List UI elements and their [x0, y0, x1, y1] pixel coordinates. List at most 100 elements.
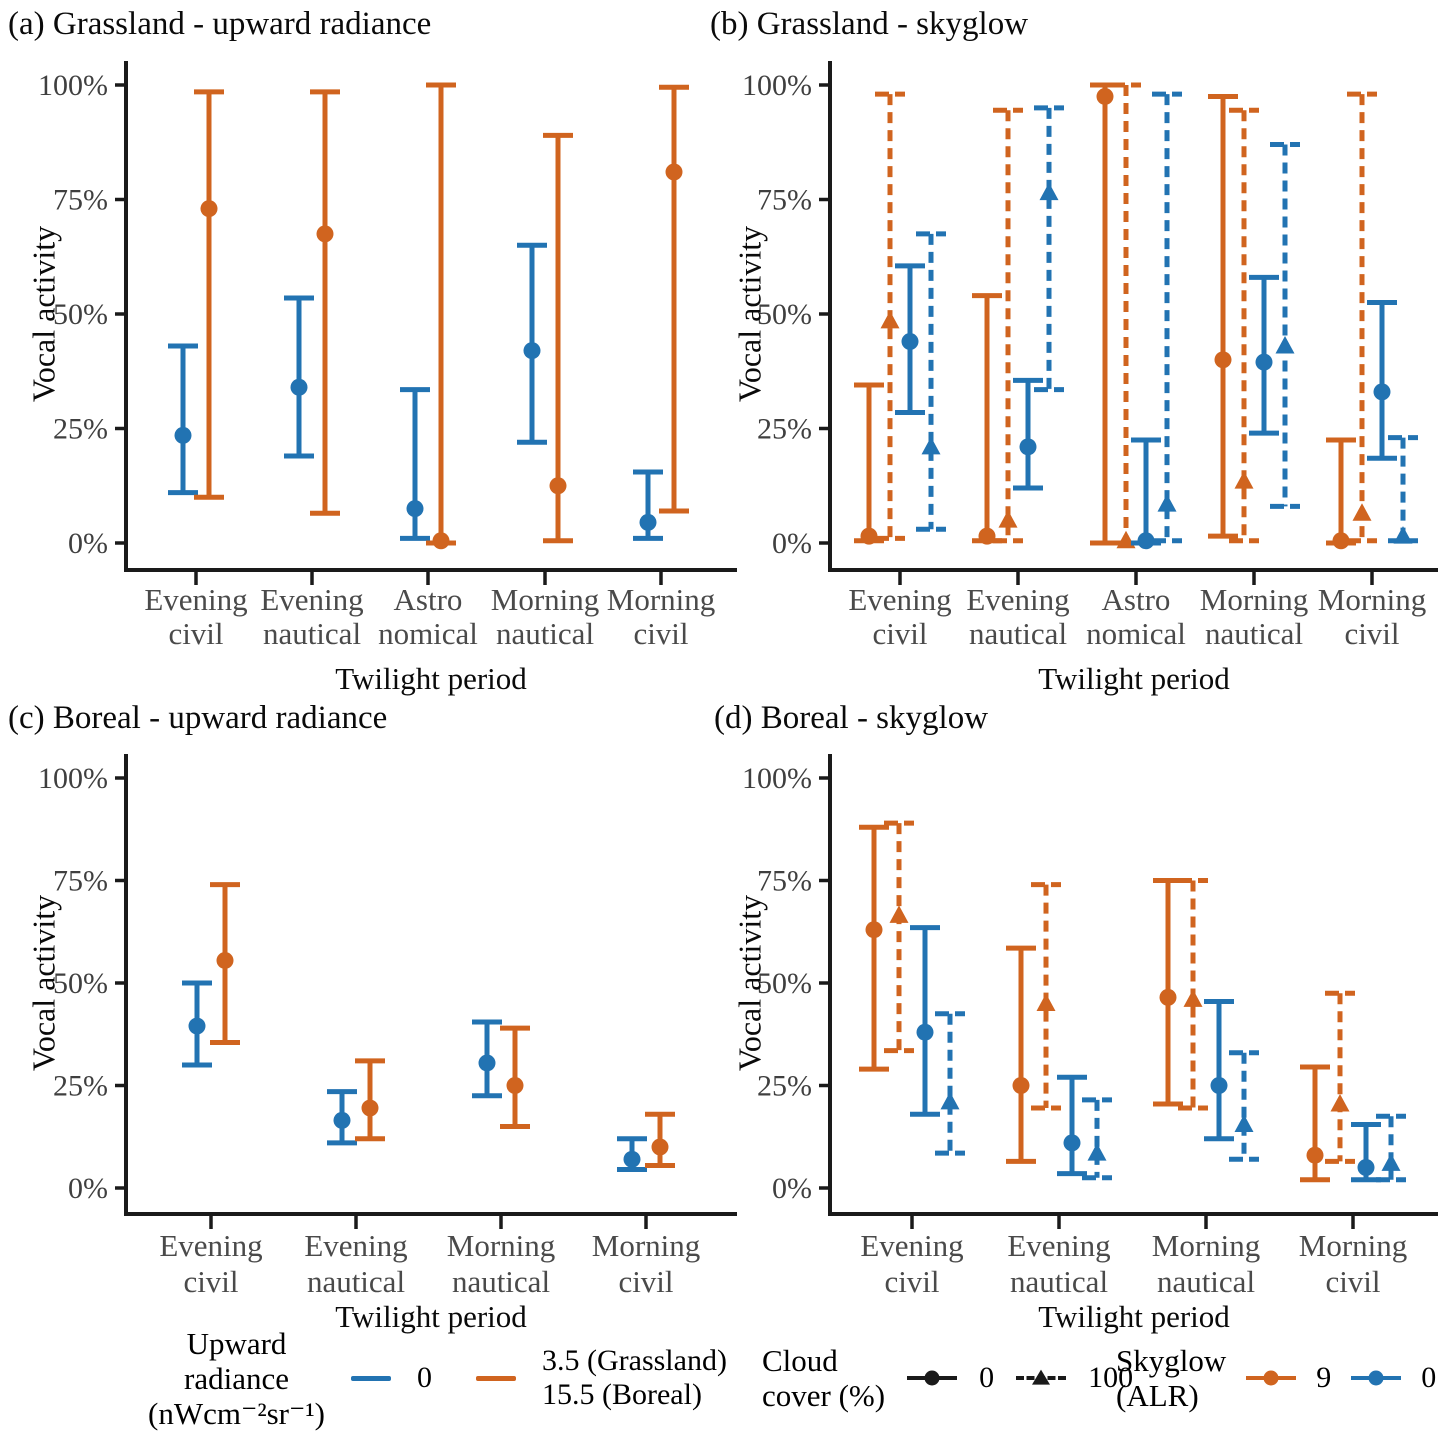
data-point	[1039, 182, 1059, 201]
legend-dashed-triangle-icon	[1016, 1368, 1067, 1388]
panel-b-category-label: Astro	[1102, 582, 1171, 617]
data-point	[665, 163, 683, 181]
panel-a-series-1	[194, 82, 689, 550]
legend-skyglow: Skyglow (ALR) 9 0	[1116, 1336, 1436, 1420]
panel-c-category-label: civil	[183, 1264, 238, 1299]
panel-d-category-label: Morning	[1152, 1228, 1261, 1263]
data-point	[978, 527, 996, 545]
panel-c-category-label: Evening	[304, 1228, 407, 1263]
panel-d-plot: 0%25%50%75%100%EveningcivilEveningnautic…	[742, 754, 1438, 1299]
panel-b-ytick: 25%	[757, 413, 812, 446]
legend-cloud-value-0: 0	[979, 1361, 995, 1394]
panel-a-category-label: Evening	[144, 582, 247, 617]
panel-a-category-label: civil	[633, 616, 688, 651]
panel-a-category-label: nomical	[378, 616, 478, 651]
panel-c-ytick: 75%	[53, 865, 108, 898]
legend-upward-value-high: 3.5 (Grassland) 15.5 (Boreal)	[542, 1344, 727, 1412]
panel-d-ylabel: Vocal activity	[731, 894, 768, 1072]
legend-skyglow-title: Skyglow (ALR)	[1116, 1343, 1226, 1413]
data-point	[1012, 1077, 1030, 1094]
panel-b-series-3	[916, 91, 1418, 544]
data-point	[216, 951, 234, 969]
data-point	[1357, 1159, 1375, 1176]
data-point	[506, 1077, 524, 1094]
panel-a-ytick: 50%	[53, 298, 108, 331]
panel-a-category-label: Evening	[260, 582, 363, 617]
panel-d-category-label: nautical	[1157, 1264, 1255, 1299]
legend-cloud-title-line1: Cloud	[762, 1343, 838, 1378]
legend-upward-value-grassland: 3.5 (Grassland)	[541, 1344, 727, 1377]
data-point	[1332, 532, 1350, 550]
legend-cloud-title-line2: cover (%)	[762, 1378, 886, 1413]
data-point	[1275, 336, 1295, 354]
panel-b-series-1	[875, 82, 1377, 549]
data-point	[333, 1111, 351, 1129]
data-point	[406, 500, 424, 518]
panel-c-xlabel: Twilight period	[335, 1299, 527, 1334]
panel-a-category-label: Morning	[491, 582, 600, 617]
panel-d-category-label: civil	[1325, 1264, 1380, 1299]
legend-upward-radiance: Upward radiance (nWcm⁻²sr⁻¹) 0 3.5 (Gras…	[148, 1322, 728, 1434]
panel-a-ytick: 0%	[68, 527, 108, 560]
panel-d-title: (d) Boreal - skyglow	[714, 700, 989, 736]
panel-c-ytick: 100%	[38, 762, 108, 795]
data-point	[940, 1091, 960, 1110]
legend-skyglow-value-9: 9	[1316, 1361, 1332, 1394]
panel-d-category-label: civil	[884, 1264, 939, 1299]
data-point	[1210, 1077, 1228, 1094]
legend-blue-circle-icon	[1351, 1368, 1402, 1388]
legend-blue-line-icon	[350, 1375, 391, 1381]
data-point	[200, 200, 218, 218]
panel-d-series-3	[935, 1011, 1406, 1183]
data-point	[860, 527, 878, 545]
data-point	[1063, 1134, 1081, 1152]
panel-c-ytick: 50%	[53, 967, 108, 1000]
panel-a-category-label: Morning	[607, 582, 716, 617]
panel-d-series-1	[884, 820, 1355, 1164]
panel-c-ylabel: Vocal activity	[25, 894, 62, 1072]
data-point	[188, 1017, 206, 1035]
panel-c-category-label: Morning	[447, 1228, 556, 1263]
panel-b-category-label: civil	[872, 616, 927, 651]
panel-a-ytick: 100%	[38, 69, 108, 102]
panel-a-category-label: civil	[168, 616, 223, 651]
panel-d-ytick: 50%	[757, 967, 812, 1000]
panel-a-ytick: 25%	[53, 413, 108, 446]
data-point	[1234, 1114, 1254, 1132]
panel-a-series-0	[168, 242, 663, 541]
panel-b-category-label: nautical	[969, 616, 1067, 651]
data-point	[1381, 1153, 1401, 1171]
panel-a-category-label: nautical	[496, 616, 594, 651]
panel-b-ytick: 50%	[757, 298, 812, 331]
panel-b-ytick: 100%	[742, 69, 812, 102]
data-point	[1096, 87, 1114, 105]
legend-skyglow-title-line2: (ALR)	[1116, 1378, 1199, 1413]
data-point	[1183, 989, 1203, 1007]
data-point	[921, 436, 941, 455]
legend-upward-title-line3: (nWcm⁻²sr⁻¹)	[148, 1395, 325, 1431]
panel-c-category-label: nautical	[452, 1264, 550, 1299]
panel-c-series-0	[182, 980, 647, 1173]
legend-skyglow-value-0: 0	[1421, 1361, 1437, 1394]
data-point	[1019, 438, 1037, 456]
data-point	[880, 310, 900, 329]
panel-a-xlabel: Twilight period	[335, 661, 527, 696]
panel-b-ytick: 75%	[757, 184, 812, 217]
panel-d-category-label: Evening	[1007, 1228, 1110, 1263]
panel-d-category-label: nautical	[1010, 1264, 1108, 1299]
panel-d-ytick: 25%	[757, 1070, 812, 1103]
legend-solid-circle-icon	[907, 1368, 958, 1388]
panel-b-category-label: civil	[1344, 616, 1399, 651]
panel-c-series-1	[210, 882, 675, 1168]
panel-a-plot: 0%25%50%75%100%EveningcivilEveningnautic…	[38, 61, 737, 651]
panel-b-category-label: Evening	[966, 582, 1069, 617]
data-point	[549, 477, 567, 495]
panel-b-category-label: Morning	[1318, 582, 1427, 617]
panel-c-category-label: civil	[618, 1264, 673, 1299]
data-point	[998, 510, 1018, 528]
legend-skyglow-title-line1: Skyglow	[1116, 1343, 1227, 1378]
data-point	[916, 1023, 934, 1041]
data-point	[1306, 1146, 1324, 1164]
